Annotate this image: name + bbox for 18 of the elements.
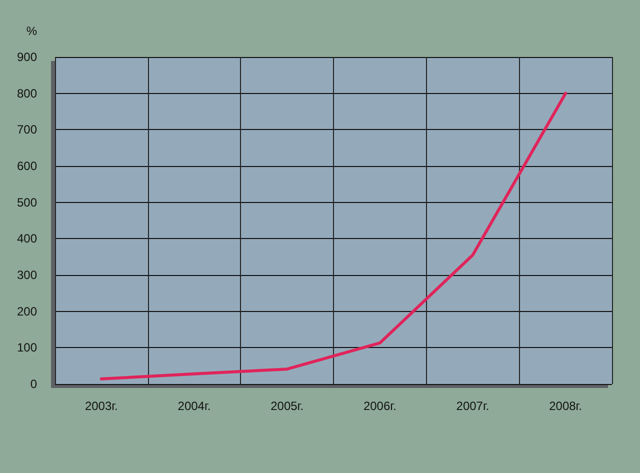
y-tick-label: 100: [16, 340, 38, 355]
line-series: [100, 92, 568, 380]
x-tick-label: 2005г.: [270, 399, 304, 413]
x-tick-label: 2003г.: [84, 399, 118, 413]
y-tick-label: 700: [16, 122, 38, 137]
x-tick-label: 2007г.: [456, 399, 490, 413]
x-tick-label: 2006г.: [363, 399, 396, 413]
y-tick-label: 900: [16, 50, 38, 64]
y-tick-label: 400: [16, 232, 38, 246]
x-tick-label: 2004г.: [178, 399, 211, 413]
y-tick-label: 300: [16, 268, 38, 282]
y-tick-label: 800: [16, 86, 38, 100]
x-tick-label: 2008г.: [549, 399, 582, 413]
y-tick-label: 200: [16, 304, 38, 318]
y-tick-label: 0: [30, 377, 38, 391]
y-axis-title: %: [26, 24, 38, 38]
y-tick-label: 600: [16, 159, 38, 173]
y-tick-label: 500: [16, 195, 38, 210]
